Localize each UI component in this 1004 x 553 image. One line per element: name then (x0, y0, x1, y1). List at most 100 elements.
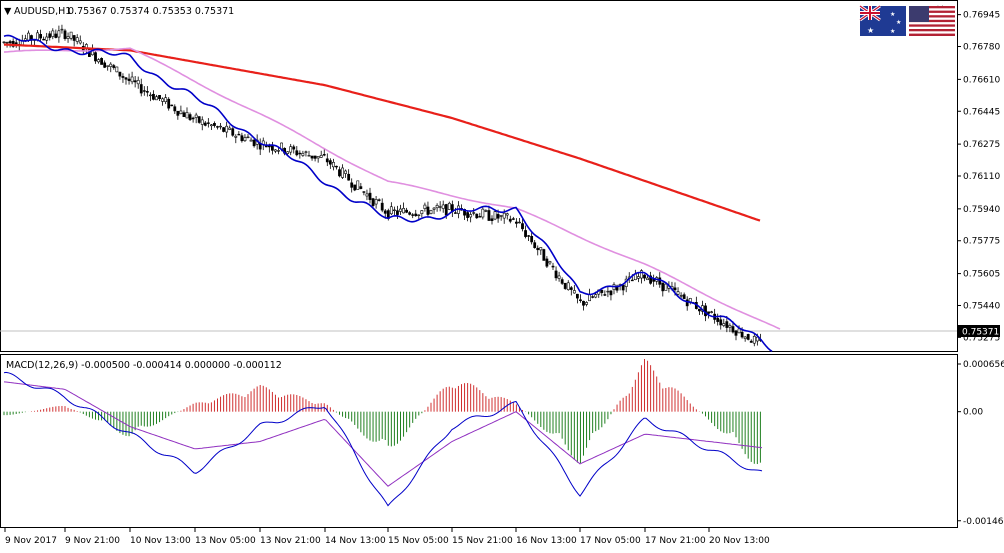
candle-body (219, 125, 222, 128)
candle-body (8, 41, 12, 44)
candle-body (182, 112, 186, 117)
candle-body (274, 149, 277, 152)
candle-body (499, 215, 503, 217)
candle-body (270, 145, 274, 151)
candle-body (118, 71, 122, 77)
ma-fast-line (3, 34, 773, 352)
candle-body (490, 218, 494, 221)
candle-body (661, 282, 665, 292)
candle-body (383, 210, 387, 214)
chart-ohlc-values: 0.75367 0.75374 0.75353 0.75371 (68, 6, 234, 17)
candle-body (301, 153, 305, 156)
candle-body (752, 336, 756, 344)
time-axis-label: 9 Nov 2017 (5, 536, 57, 546)
candle-body (307, 155, 311, 157)
candle-body (115, 66, 119, 73)
candle-body (554, 270, 558, 279)
candle-body (359, 186, 363, 189)
time-axis-label: 16 Nov 13:00 (516, 536, 577, 546)
candle-body (237, 133, 241, 136)
time-axis-label: 9 Nov 21:00 (65, 536, 120, 546)
price-axis-label: 0.76610 (963, 75, 1000, 85)
candle-body (447, 202, 451, 210)
candle-body (588, 294, 592, 302)
candle-body (112, 65, 116, 68)
chart-header-arrow[interactable]: ▼ (4, 6, 12, 17)
candle-body (725, 321, 729, 328)
candle-body (380, 202, 384, 211)
candle-body (72, 35, 76, 41)
candle-body (505, 213, 509, 216)
candle-body (231, 128, 235, 136)
candle-body (152, 93, 155, 100)
candle-body (194, 114, 198, 118)
candle-body (487, 210, 491, 221)
candle-body (335, 165, 338, 168)
candle-body (173, 106, 177, 112)
candle-body (356, 180, 360, 190)
candle-body (643, 274, 646, 279)
candle-body (124, 77, 128, 80)
candle-body (609, 290, 613, 296)
candle-body (420, 210, 424, 215)
candle-body (414, 213, 418, 217)
candle-body (722, 323, 726, 326)
candle-body (374, 199, 378, 205)
price-axis-label: 0.75775 (963, 237, 1000, 247)
candle-body (502, 212, 506, 219)
svg-text:★: ★ (896, 19, 901, 26)
candle-body (142, 90, 146, 92)
candle-body (121, 76, 125, 78)
candle-body (453, 212, 457, 214)
candle-body (514, 221, 518, 224)
candle-body (649, 275, 653, 284)
candle-body (575, 293, 579, 299)
candle-body (368, 192, 372, 200)
candle-body (438, 206, 442, 208)
candle-body (210, 124, 213, 127)
candle-body (566, 282, 570, 290)
candle-body (127, 78, 131, 81)
price-axis-label: 0.75440 (963, 301, 1000, 311)
candle-body (331, 161, 335, 168)
candle-body (493, 211, 497, 220)
candle-body (396, 210, 399, 215)
candle-body (298, 152, 302, 155)
candle-body (377, 199, 381, 201)
candle-body (75, 37, 79, 42)
candle-body (316, 156, 320, 159)
price-axis-label: 0.76445 (963, 107, 1000, 117)
candle-body (435, 205, 439, 209)
candle-body (658, 277, 662, 285)
macd-panel-frame (0, 354, 958, 528)
candle-body (213, 123, 216, 126)
candle-body (206, 122, 210, 124)
candle-body (392, 209, 396, 212)
candle-body (313, 155, 317, 159)
candle-body (716, 317, 720, 322)
candle-body (234, 135, 238, 138)
candle-body (167, 98, 171, 109)
chart-symbol-timeframe: AUDUSD,H1 (14, 6, 71, 17)
candle-body (344, 170, 348, 174)
candle-body (228, 127, 232, 130)
time-axis-label: 17 Nov 05:00 (580, 536, 641, 546)
candle-body (423, 204, 427, 209)
candle-body (2, 41, 6, 44)
candle-body (533, 242, 537, 248)
candle-body (551, 265, 555, 268)
candle-body (755, 336, 759, 342)
time-axis-label: 14 Nov 13:00 (325, 536, 386, 546)
candle-body (630, 279, 634, 282)
candle-body (524, 230, 527, 237)
candle-body (557, 275, 561, 279)
ma-slow-line (4, 43, 761, 222)
time-axis-label: 17 Nov 21:00 (645, 536, 706, 546)
svg-text:★: ★ (890, 28, 895, 35)
time-axis-label: 13 Nov 21:00 (260, 536, 321, 546)
candle-body (664, 283, 668, 291)
candle-body (426, 206, 430, 215)
candle-body (697, 308, 701, 312)
candle-body (325, 158, 329, 163)
